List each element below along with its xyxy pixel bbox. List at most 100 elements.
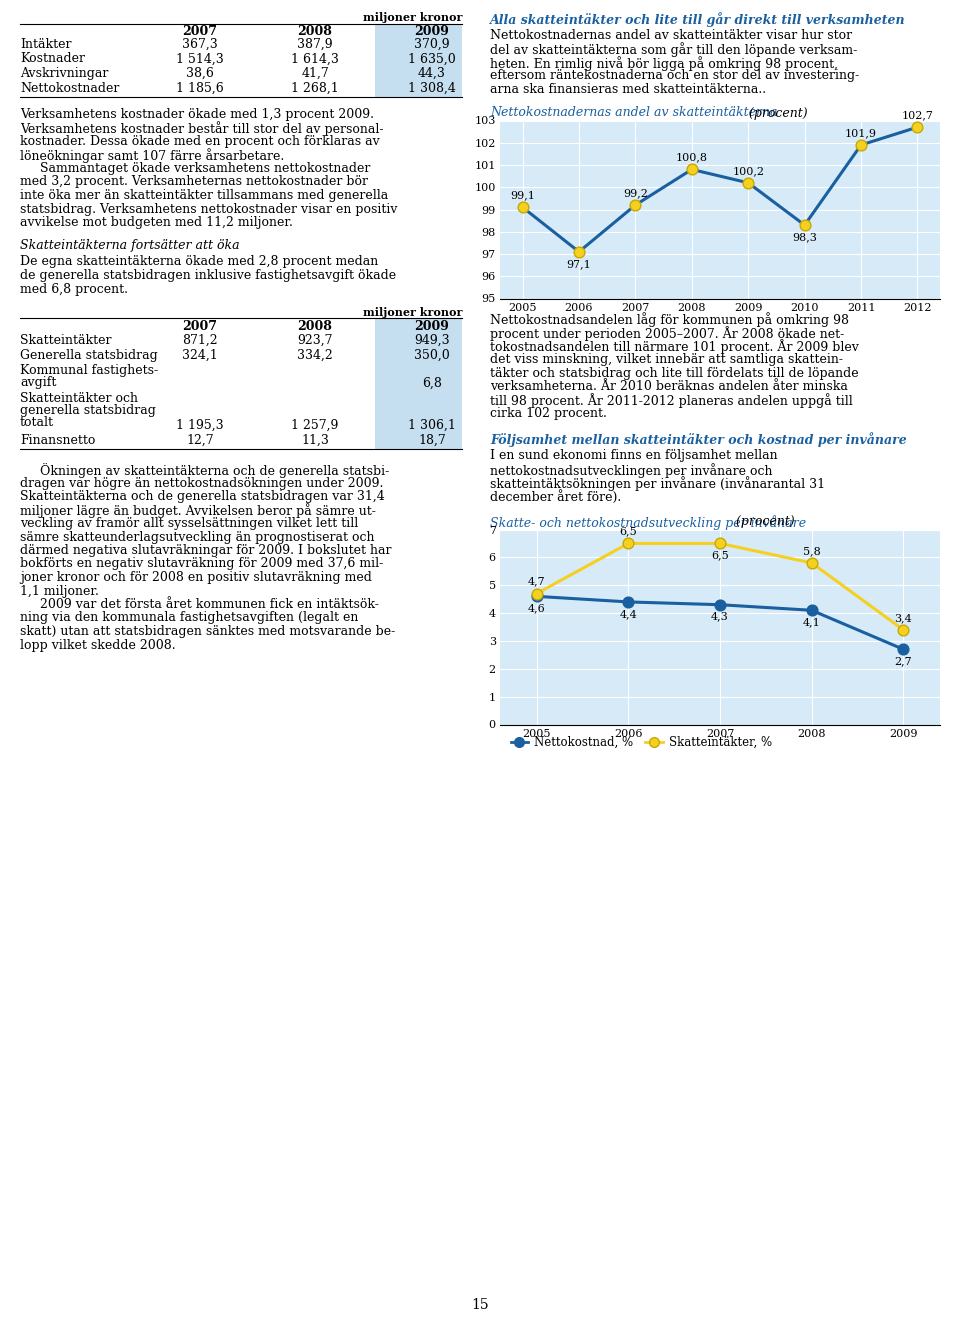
Text: statsbidrag. Verksamhetens nettokostnader visar en positiv: statsbidrag. Verksamhetens nettokostnade… xyxy=(20,202,397,215)
Text: löneökningar samt 107 färre årsarbetare.: löneökningar samt 107 färre årsarbetare. xyxy=(20,148,284,164)
Text: Sammantaget ökade verksamhetens nettokostnader: Sammantaget ökade verksamhetens nettokos… xyxy=(20,162,371,174)
Text: Kostnader: Kostnader xyxy=(20,53,85,66)
Text: 1 306,1: 1 306,1 xyxy=(408,419,456,432)
Text: 370,9: 370,9 xyxy=(414,38,450,52)
Point xyxy=(896,639,911,660)
Text: 44,3: 44,3 xyxy=(418,67,446,81)
Text: tokostnadsandelen till närmare 101 procent. År 2009 blev: tokostnadsandelen till närmare 101 proce… xyxy=(490,339,859,354)
Text: procent under perioden 2005–2007. År 2008 ökade net-: procent under perioden 2005–2007. År 200… xyxy=(490,326,844,341)
Text: 102,7: 102,7 xyxy=(901,110,933,120)
Text: 3,4: 3,4 xyxy=(895,613,912,622)
Text: 1 195,3: 1 195,3 xyxy=(177,419,224,432)
Text: 2,7: 2,7 xyxy=(895,657,912,666)
Text: nettokostnadsutvecklingen per invånare och: nettokostnadsutvecklingen per invånare o… xyxy=(490,462,773,478)
Text: avvikelse mot budgeten med 11,2 miljoner.: avvikelse mot budgeten med 11,2 miljoner… xyxy=(20,217,293,229)
Text: 2007: 2007 xyxy=(182,320,218,333)
Text: 367,3: 367,3 xyxy=(182,38,218,52)
Text: 4,4: 4,4 xyxy=(619,609,637,618)
Text: 334,2: 334,2 xyxy=(298,349,333,362)
Text: 38,6: 38,6 xyxy=(186,67,214,81)
Text: 15: 15 xyxy=(471,1299,489,1312)
Text: Kommunal fastighets-: Kommunal fastighets- xyxy=(20,365,158,376)
Text: Skatteintäkter: Skatteintäkter xyxy=(20,334,111,347)
Text: 2009: 2009 xyxy=(415,25,449,38)
Text: 1 268,1: 1 268,1 xyxy=(291,82,339,95)
Text: täkter och statsbidrag och lite till fördelats till de löpande: täkter och statsbidrag och lite till för… xyxy=(490,366,858,379)
Text: 2008: 2008 xyxy=(298,25,332,38)
Text: (procent): (procent) xyxy=(745,107,807,119)
Text: 12,7: 12,7 xyxy=(186,435,214,446)
Point xyxy=(740,172,756,193)
Text: 923,7: 923,7 xyxy=(298,334,333,347)
Text: 1 514,3: 1 514,3 xyxy=(176,53,224,66)
Text: joner kronor och för 2008 en positiv slutavräkning med: joner kronor och för 2008 en positiv slu… xyxy=(20,571,372,584)
Text: 6,5: 6,5 xyxy=(711,551,729,560)
Text: 6,8: 6,8 xyxy=(422,376,442,390)
Text: 18,7: 18,7 xyxy=(419,435,445,446)
Text: Intäkter: Intäkter xyxy=(20,38,71,52)
Text: totalt: totalt xyxy=(20,416,54,429)
Text: de generella statsbidragen inklusive fastighetsavgift ökade: de generella statsbidragen inklusive fas… xyxy=(20,269,396,281)
Text: Följsamhet mellan skatteintäkter och kostnad per invånare: Följsamhet mellan skatteintäkter och kos… xyxy=(490,432,907,448)
Text: 324,1: 324,1 xyxy=(182,349,218,362)
Point xyxy=(621,532,636,553)
Point xyxy=(684,159,700,180)
Point xyxy=(712,594,728,616)
Text: därmed negativa slutavräkningar för 2009. I bokslutet har: därmed negativa slutavräkningar för 2009… xyxy=(20,544,392,557)
Text: 1 257,9: 1 257,9 xyxy=(291,419,339,432)
Text: verksamheterna. År 2010 beräknas andelen åter minska: verksamheterna. År 2010 beräknas andelen… xyxy=(490,380,848,394)
Text: heten. En rimlig nivå bör ligga på omkring 98 procent,: heten. En rimlig nivå bör ligga på omkri… xyxy=(490,55,838,71)
Point xyxy=(910,116,925,137)
Text: 101,9: 101,9 xyxy=(845,128,877,137)
Bar xyxy=(375,318,462,449)
Text: veckling av framör allt sysselsättningen vilket lett till: veckling av framör allt sysselsättningen… xyxy=(20,517,358,530)
Point xyxy=(896,620,911,641)
Text: Verksamhetens kostnader består till stor del av personal-: Verksamhetens kostnader består till stor… xyxy=(20,122,383,136)
Point xyxy=(621,592,636,613)
Bar xyxy=(375,24,462,96)
Text: 2007: 2007 xyxy=(182,25,218,38)
Text: cirka 102 procent.: cirka 102 procent. xyxy=(490,407,607,420)
Text: Verksamhetens kostnader ökade med 1,3 procent 2009.: Verksamhetens kostnader ökade med 1,3 pr… xyxy=(20,108,374,122)
Point xyxy=(515,197,530,218)
Text: dragen var högre än nettokostnadsökningen under 2009.: dragen var högre än nettokostnadsökninge… xyxy=(20,477,383,490)
Text: 1,1 miljoner.: 1,1 miljoner. xyxy=(20,584,99,597)
Text: 4,6: 4,6 xyxy=(528,604,545,613)
Point xyxy=(628,194,643,215)
Text: 4,7: 4,7 xyxy=(528,577,545,587)
Text: 1 308,4: 1 308,4 xyxy=(408,82,456,95)
Text: I en sund ekonomi finns en följsamhet mellan: I en sund ekonomi finns en följsamhet me… xyxy=(490,449,778,462)
Text: Avskrivningar: Avskrivningar xyxy=(20,67,108,81)
Text: bokförts en negativ slutavräkning för 2009 med 37,6 mil-: bokförts en negativ slutavräkning för 20… xyxy=(20,557,383,571)
Text: eftersom räntekostnaderna och en stor del av investering-: eftersom räntekostnaderna och en stor de… xyxy=(490,70,859,82)
Text: december året före).: december året före). xyxy=(490,490,621,503)
Text: De egna skatteintäkterna ökade med 2,8 procent medan: De egna skatteintäkterna ökade med 2,8 p… xyxy=(20,255,378,268)
Text: ning via den kommunala fastighetsavgiften (legalt en: ning via den kommunala fastighetsavgifte… xyxy=(20,612,358,625)
Text: 11,3: 11,3 xyxy=(301,435,329,446)
Text: med 6,8 procent.: med 6,8 procent. xyxy=(20,283,128,296)
Text: Alla skatteintäkter och lite till går direkt till verksamheten: Alla skatteintäkter och lite till går di… xyxy=(490,12,905,26)
Text: 5,8: 5,8 xyxy=(803,546,821,556)
Text: Nettokostnadernas andel av skatteintäkter visar hur stor: Nettokostnadernas andel av skatteintäkte… xyxy=(490,29,852,42)
Text: Skatte- och nettokostnadsutveckling per invånare: Skatte- och nettokostnadsutveckling per … xyxy=(490,515,806,530)
Text: Nettokostnadernas andel av skatteintäkterna: Nettokostnadernas andel av skatteintäkte… xyxy=(490,107,778,119)
Point xyxy=(529,585,544,606)
Text: Nettokostnader: Nettokostnader xyxy=(20,82,119,95)
Text: Nettokostnadsandelen låg för kommunen på omkring 98: Nettokostnadsandelen låg för kommunen på… xyxy=(490,313,849,328)
Text: med 3,2 procent. Verksamheternas nettokostnader bör: med 3,2 procent. Verksamheternas nettoko… xyxy=(20,176,368,189)
Text: avgift: avgift xyxy=(20,376,57,388)
Text: 98,3: 98,3 xyxy=(792,232,817,242)
Text: 99,1: 99,1 xyxy=(510,190,535,201)
Point xyxy=(712,532,728,553)
Point xyxy=(571,242,587,263)
Text: inte öka mer än skatteintäkter tillsammans med generella: inte öka mer än skatteintäkter tillsamma… xyxy=(20,189,388,202)
Text: 2009 var det första året kommunen fick en intäktsök-: 2009 var det första året kommunen fick e… xyxy=(20,598,379,612)
Text: Ökningen av skatteintäkterna och de generella statsbi-: Ökningen av skatteintäkterna och de gene… xyxy=(20,462,389,478)
Text: 2009: 2009 xyxy=(415,320,449,333)
Text: Skatteintäkter och: Skatteintäkter och xyxy=(20,392,138,406)
Text: skatt) utan att statsbidragen sänktes med motsvarande be-: skatt) utan att statsbidragen sänktes me… xyxy=(20,625,396,638)
Text: 1 635,0: 1 635,0 xyxy=(408,53,456,66)
Text: det viss minskning, vilket innebär att samtliga skattein-: det viss minskning, vilket innebär att s… xyxy=(490,353,843,366)
Text: Skatteintäkterna och de generella statsbidragen var 31,4: Skatteintäkterna och de generella statsb… xyxy=(20,490,385,503)
Text: Skatteintäkterna fortsätter att öka: Skatteintäkterna fortsätter att öka xyxy=(20,239,240,252)
